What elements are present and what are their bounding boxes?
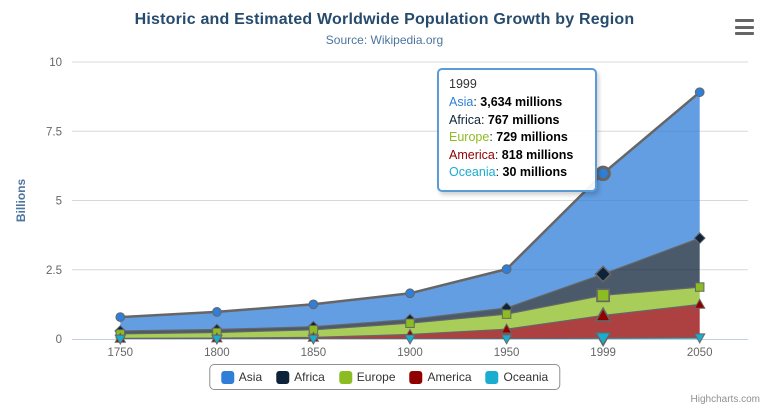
point-oceania-1750[interactable]	[114, 334, 127, 346]
x-axis-label: 2050	[687, 347, 713, 359]
tooltip-series-value: 3,634 millions	[480, 95, 563, 109]
area-africa[interactable]	[120, 238, 700, 334]
tooltip-series-value: 30 millions	[502, 165, 568, 179]
tooltip-row-asia: Asia: 3,634 millions	[449, 95, 563, 109]
point-europe-1999[interactable]	[596, 288, 610, 303]
legend-swatch-icon	[276, 370, 290, 384]
chart-subtitle: Source: Wikipedia.org	[325, 33, 444, 47]
tooltip-series-value: 818 millions	[501, 147, 574, 162]
tooltip-rows: Asia: 3,634 millions Africa: 767 millions…	[449, 94, 585, 182]
tooltip-row-america: America: 818 millions	[449, 147, 574, 162]
x-axis-label: 1999	[590, 347, 616, 359]
y-axis-label: 0	[56, 334, 62, 346]
tooltip-header: 1999	[449, 77, 477, 91]
legend-label: Asia	[238, 370, 263, 384]
area-america[interactable]	[120, 304, 700, 339]
tooltip-series-name: Africa	[449, 112, 481, 127]
point-oceania-1999[interactable]	[594, 331, 612, 348]
point-asia-1750[interactable]	[115, 312, 126, 322]
legend-swatch-icon	[409, 370, 423, 384]
point-oceania-1900[interactable]	[404, 334, 416, 345]
y-axis-label: 10	[49, 57, 62, 69]
legend-swatch-icon	[338, 370, 352, 384]
tooltip-series-value: 729 millions	[496, 130, 568, 144]
legend-swatch-icon	[220, 370, 234, 384]
legend-item-europe[interactable]: Europe	[338, 370, 396, 384]
point-africa-2050[interactable]	[693, 232, 706, 245]
tooltip-row-africa: Africa: 767 millions	[449, 112, 560, 127]
export-menu-button[interactable]	[735, 18, 754, 36]
area-asia[interactable]	[120, 92, 700, 331]
legend-label: America	[427, 370, 472, 384]
point-oceania-1950[interactable]	[500, 334, 513, 345]
legend-label: Oceania	[503, 370, 549, 384]
tooltip-series-name: Europe	[449, 130, 490, 144]
point-europe-2050[interactable]	[694, 282, 705, 292]
y-axis-label: 2.5	[46, 265, 62, 277]
hamburger-icon	[735, 25, 754, 29]
hamburger-icon	[735, 32, 754, 35]
point-oceania-2050[interactable]	[693, 333, 706, 344]
tooltip-row-europe: Europe: 729 millions	[449, 130, 568, 144]
x-axis-label: 1950	[494, 347, 520, 359]
shared-tooltip: 1999 Asia: 3,634 millions Africa: 767 mil…	[437, 68, 597, 192]
legend-item-asia[interactable]: Asia	[220, 370, 263, 384]
point-asia-1999[interactable]	[595, 165, 611, 182]
x-axis-label: 1850	[301, 347, 327, 359]
chart-title: Historic and Estimated Worldwide Populat…	[134, 11, 635, 28]
point-oceania-1800[interactable]	[210, 334, 223, 346]
x-axis-label: 1900	[397, 347, 423, 359]
point-america-1950[interactable]	[500, 323, 513, 334]
point-asia-1900[interactable]	[405, 288, 415, 299]
legend: Asia Africa Europe America Oceania	[208, 364, 561, 390]
x-axis-label: 1750	[108, 347, 134, 359]
legend-label: Europe	[356, 370, 396, 384]
y-axis-label: 5	[56, 196, 62, 208]
legend-item-africa[interactable]: Africa	[276, 370, 325, 384]
point-asia-1800[interactable]	[212, 307, 222, 317]
point-oceania-1850[interactable]	[307, 334, 320, 346]
point-europe-1950[interactable]	[501, 309, 512, 319]
point-europe-1900[interactable]	[405, 318, 415, 328]
y-axis-title: Billions	[14, 179, 28, 223]
legend-item-america[interactable]: America	[409, 370, 472, 384]
point-africa-1999[interactable]	[594, 265, 612, 283]
tooltip-series-name: Asia	[449, 95, 474, 109]
tooltip-series-name: Oceania	[449, 165, 496, 179]
point-america-2050[interactable]	[693, 298, 706, 309]
tooltip-series-value: 767 millions	[487, 112, 560, 127]
point-asia-1850[interactable]	[308, 299, 319, 310]
legend-label: Africa	[294, 370, 325, 384]
legend-swatch-icon	[485, 370, 499, 384]
hamburger-icon	[735, 19, 754, 22]
point-asia-2050[interactable]	[694, 87, 705, 98]
point-america-1999[interactable]	[594, 306, 612, 322]
tooltip-series-name: America	[449, 147, 495, 162]
credits-link[interactable]: Highcharts.com	[690, 394, 760, 405]
point-asia-1950[interactable]	[501, 264, 512, 275]
tooltip-row-oceania: Oceania: 30 millions	[449, 165, 568, 179]
y-axis-label: 7.5	[46, 126, 62, 138]
legend-item-oceania[interactable]: Oceania	[485, 370, 549, 384]
x-axis-label: 1800	[204, 347, 230, 359]
